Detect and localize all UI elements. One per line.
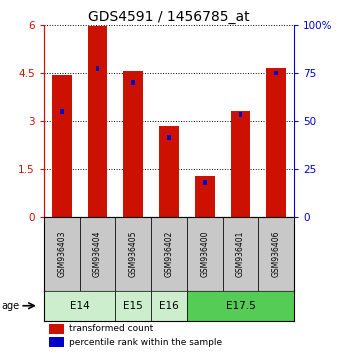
Text: GSM936405: GSM936405 (129, 231, 138, 278)
Text: GSM936400: GSM936400 (200, 231, 209, 278)
Bar (223, 217, 258, 291)
Bar (115, 291, 151, 321)
Bar (195, 176, 215, 217)
Bar (115, 217, 151, 291)
Bar (159, 126, 179, 217)
Bar (151, 217, 187, 291)
Bar (52, 75, 72, 217)
Text: transformed count: transformed count (69, 325, 153, 333)
Title: GDS4591 / 1456785_at: GDS4591 / 1456785_at (88, 10, 250, 24)
Text: GSM936403: GSM936403 (57, 231, 66, 278)
Bar (231, 112, 250, 217)
Bar (49, 337, 64, 348)
Bar (203, 180, 207, 184)
Text: E17.5: E17.5 (225, 301, 255, 311)
Bar (266, 68, 286, 217)
Bar (131, 80, 135, 85)
Bar (239, 112, 242, 117)
Text: GSM936406: GSM936406 (272, 231, 281, 278)
Bar (151, 291, 187, 321)
Bar (88, 27, 107, 217)
Text: E16: E16 (159, 301, 179, 311)
Bar (96, 66, 99, 70)
Bar (274, 70, 278, 75)
Bar (80, 217, 115, 291)
Text: GSM936404: GSM936404 (93, 231, 102, 278)
Text: E14: E14 (70, 301, 90, 311)
Bar (60, 109, 64, 114)
Bar (44, 217, 80, 291)
Bar (44, 291, 115, 321)
Text: age: age (2, 301, 20, 311)
Bar (123, 72, 143, 217)
Bar (49, 324, 64, 334)
Bar (187, 217, 223, 291)
Text: GSM936401: GSM936401 (236, 231, 245, 277)
Bar (167, 135, 171, 139)
Text: percentile rank within the sample: percentile rank within the sample (69, 338, 222, 347)
Text: GSM936402: GSM936402 (165, 231, 173, 277)
Text: E15: E15 (123, 301, 143, 311)
Bar (187, 291, 294, 321)
Bar (258, 217, 294, 291)
